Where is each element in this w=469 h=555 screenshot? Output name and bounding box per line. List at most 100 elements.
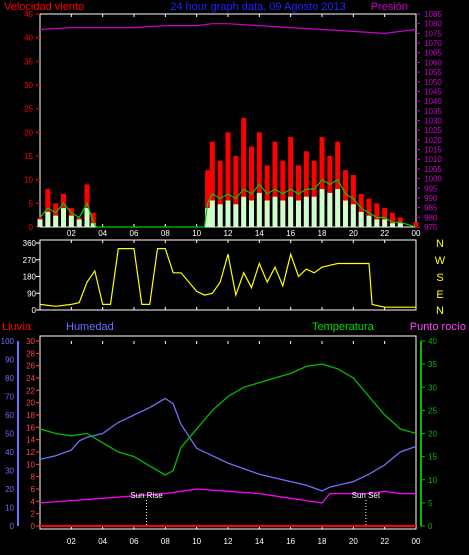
- rain-y-label-16: 16: [26, 423, 35, 432]
- wind-min-bar-7: [90, 223, 96, 227]
- pressure-y-label-1035: 1035: [424, 107, 442, 116]
- rain-y-label-30: 30: [26, 337, 35, 346]
- temp-y-label-35: 35: [428, 360, 437, 369]
- wind-y-label-35: 35: [24, 57, 33, 66]
- pressure-y-label-1015: 1015: [424, 146, 442, 155]
- wind-min-bar-11: [209, 200, 215, 227]
- pressure-y-label-1005: 1005: [424, 165, 442, 174]
- temp-y-label-25: 25: [428, 406, 437, 415]
- pressure-y-label-1060: 1060: [424, 58, 442, 67]
- x-label-14: 14: [255, 537, 264, 546]
- x-label-08: 08: [161, 229, 170, 238]
- dewpoint-line: [39, 488, 416, 504]
- wind-y-label-45: 45: [24, 10, 33, 19]
- pressure-label: Presión: [371, 1, 408, 13]
- wind-y-label-5: 5: [29, 199, 34, 208]
- temp-y-label-10: 10: [428, 476, 437, 485]
- gust-bar-22: [296, 165, 301, 227]
- rain-y-label-18: 18: [26, 411, 35, 420]
- gust-bar-27: [335, 141, 341, 227]
- wind-pressure-chart: 0510152025303540459759809859909951000100…: [24, 10, 442, 238]
- gust-bar-10: [205, 170, 211, 227]
- wind-min-bar-27: [335, 189, 341, 227]
- temperature-label: Temperatura: [312, 321, 375, 333]
- pressure-y-label-975: 975: [424, 223, 438, 232]
- pressure-y-label-1055: 1055: [424, 68, 442, 77]
- wind-min-bar-1: [45, 211, 51, 227]
- rain-y-label-8: 8: [31, 473, 36, 482]
- wind-min-bar-4: [68, 215, 74, 227]
- humidity-y-label-10: 10: [5, 504, 14, 513]
- x-label-04: 04: [98, 229, 107, 238]
- wind-y-label-10: 10: [24, 176, 33, 185]
- sunset-annotation: Sun Set: [352, 491, 381, 500]
- x-label-00: 00: [412, 537, 421, 546]
- pressure-y-label-995: 995: [424, 184, 438, 193]
- wind-min-bar-22: [296, 200, 301, 227]
- x-label-00: 00: [412, 229, 421, 238]
- x-label-22: 22: [380, 229, 389, 238]
- wind-min-bar-18: [264, 200, 270, 227]
- dir-y-label-90: 90: [27, 289, 36, 298]
- wind-min-bar-31: [366, 215, 372, 227]
- wind-direction-line: [39, 248, 416, 308]
- gust-bar-17: [256, 132, 262, 227]
- humidity-y-label-100: 100: [1, 337, 15, 346]
- wind-min-bar-6: [84, 208, 90, 227]
- x-label-22: 22: [380, 537, 389, 546]
- wind-min-bar-13: [225, 200, 231, 227]
- temperature-line: [39, 363, 417, 476]
- gust-bar-25: [319, 137, 325, 227]
- x-label-06: 06: [130, 537, 139, 546]
- temp-y-label-0: 0: [428, 522, 433, 531]
- wind-y-label-15: 15: [24, 152, 33, 161]
- rain-y-label-14: 14: [26, 436, 35, 445]
- gust-bar-11: [209, 141, 215, 227]
- wind-min-bar-12: [217, 204, 223, 227]
- gust-bar-21: [288, 137, 294, 227]
- pressure-y-label-1070: 1070: [424, 39, 442, 48]
- humidity-y-label-60: 60: [5, 411, 14, 420]
- gust-bar-18: [264, 165, 270, 227]
- wind-min-bar-34: [390, 223, 395, 227]
- humidity-y-label-40: 40: [5, 448, 14, 457]
- temp-y-label-30: 30: [428, 383, 437, 392]
- compass-n-bottom: N: [436, 305, 444, 317]
- gust-bar-24: [311, 160, 317, 227]
- pressure-y-label-1080: 1080: [424, 20, 442, 29]
- gust-bar-32: [374, 203, 380, 227]
- pressure-y-label-1025: 1025: [424, 126, 442, 135]
- x-label-04: 04: [98, 537, 107, 546]
- humidity-y-label-80: 80: [5, 374, 14, 383]
- wind-y-label-30: 30: [24, 81, 33, 90]
- wind-min-bar-14: [233, 204, 239, 227]
- pressure-y-label-1075: 1075: [424, 29, 442, 38]
- sunrise-annotation: Sun Rise: [130, 491, 163, 500]
- temp-panel-frame: [39, 335, 417, 530]
- wind-min-bar-5: [76, 219, 82, 227]
- gust-bar-19: [272, 141, 278, 227]
- wind-min-bar-19: [272, 196, 278, 227]
- dir-y-label-270: 270: [23, 256, 37, 265]
- wind-min-bar-3: [61, 208, 66, 227]
- pressure-y-label-1010: 1010: [424, 155, 442, 164]
- gust-bar-14: [233, 156, 239, 227]
- gust-bar-15: [241, 118, 247, 227]
- humidity-label: Humedad: [66, 321, 114, 333]
- rain-y-label-26: 26: [26, 362, 35, 371]
- gust-bar-29: [350, 174, 356, 227]
- x-label-20: 20: [349, 229, 358, 238]
- temp-y-label-15: 15: [428, 453, 437, 462]
- x-label-02: 02: [67, 537, 76, 546]
- humidity-y-label-50: 50: [5, 430, 14, 439]
- pressure-y-label-1040: 1040: [424, 97, 442, 106]
- temp-y-label-20: 20: [428, 430, 437, 439]
- wind-min-bar-29: [350, 204, 356, 227]
- gust-bar-16: [249, 146, 254, 227]
- wind-min-bar-16: [249, 200, 254, 227]
- pressure-y-label-1030: 1030: [424, 117, 442, 126]
- x-label-12: 12: [224, 229, 233, 238]
- pressure-line: [39, 23, 417, 35]
- chart-title: 24 hour graph data, 09 Agosto 2013: [170, 1, 346, 13]
